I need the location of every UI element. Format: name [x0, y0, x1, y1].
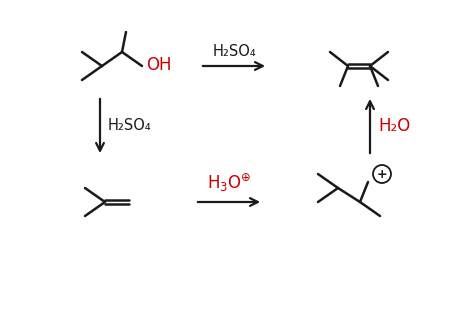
Text: +: +	[377, 167, 387, 181]
Text: H₂O: H₂O	[378, 117, 410, 135]
Text: H₂SO₄: H₂SO₄	[212, 44, 256, 59]
Text: OH: OH	[146, 56, 172, 74]
Text: H₂SO₄: H₂SO₄	[108, 118, 152, 133]
Text: H$_3$O$^{\oplus}$: H$_3$O$^{\oplus}$	[207, 173, 251, 195]
